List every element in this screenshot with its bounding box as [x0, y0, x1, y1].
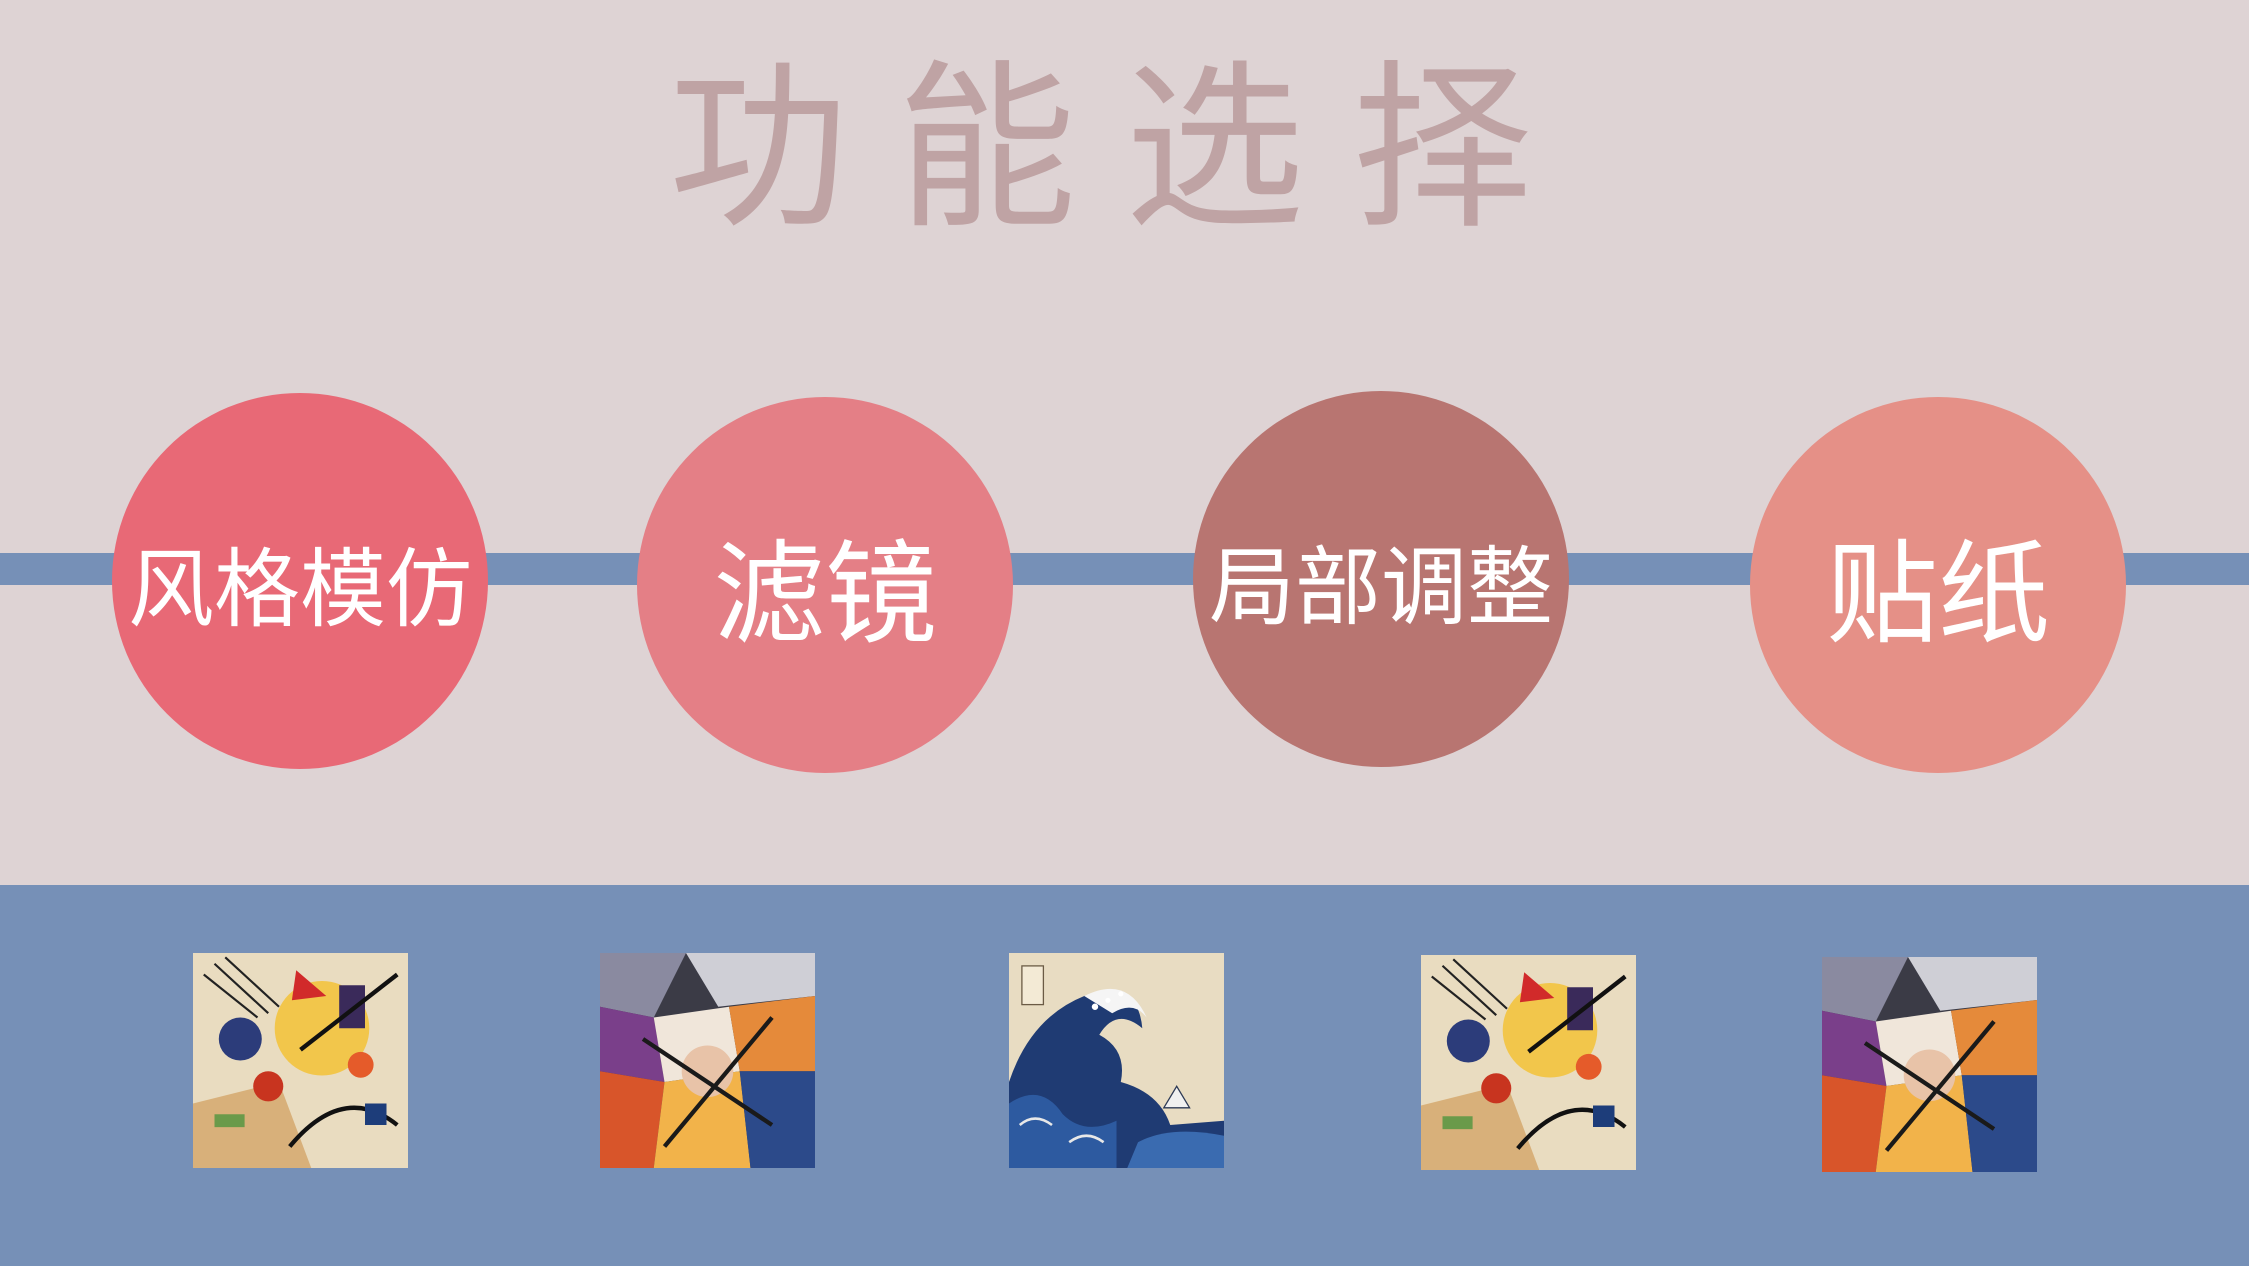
great-wave-painting-icon	[1009, 953, 1224, 1168]
function-button-local-adjust[interactable]: 局部调整	[1193, 391, 1569, 767]
function-button-filter[interactable]: 滤镜	[637, 397, 1013, 773]
function-button-style-imitation[interactable]: 风格模仿	[112, 393, 488, 769]
cubist-painting-icon	[600, 953, 815, 1168]
style-thumbnail-4[interactable]	[1421, 955, 1636, 1170]
function-label: 局部调整	[1209, 537, 1553, 638]
cubist-painting-icon	[1822, 957, 2037, 1172]
style-thumbnail-2[interactable]	[600, 953, 815, 1168]
abstract-painting-icon	[193, 953, 408, 1168]
function-label: 滤镜	[713, 530, 937, 660]
abstract-painting-icon	[1421, 955, 1636, 1170]
function-label: 风格模仿	[128, 539, 472, 640]
page-title: 功能选择	[668, 45, 1581, 254]
style-thumbnail-5[interactable]	[1822, 957, 2037, 1172]
style-thumbnail-3[interactable]	[1009, 953, 1224, 1168]
style-thumbnail-1[interactable]	[193, 953, 408, 1168]
function-button-sticker[interactable]: 贴纸	[1750, 397, 2126, 773]
function-label: 贴纸	[1826, 530, 2050, 660]
